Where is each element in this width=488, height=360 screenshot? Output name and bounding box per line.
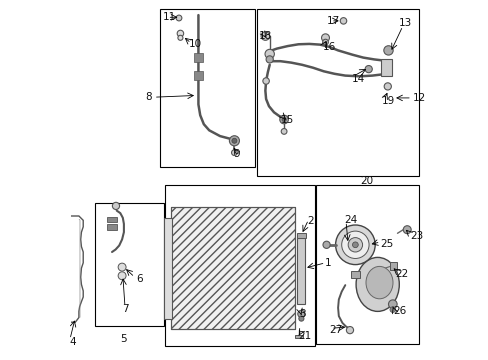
Circle shape (282, 117, 285, 122)
Text: 4: 4 (69, 337, 76, 347)
Bar (164, 218, 172, 319)
Text: 23: 23 (409, 231, 423, 241)
Bar (194, 53, 203, 62)
Circle shape (177, 30, 183, 37)
Circle shape (263, 78, 269, 84)
Circle shape (298, 316, 303, 321)
Bar (107, 217, 117, 222)
Text: 5: 5 (121, 334, 127, 345)
Text: 20: 20 (360, 176, 373, 186)
Text: 7: 7 (122, 304, 128, 314)
Circle shape (297, 310, 305, 318)
Bar (297, 238, 305, 304)
Bar (294, 335, 302, 338)
Text: 27: 27 (328, 325, 342, 335)
Bar (350, 271, 359, 278)
Circle shape (281, 129, 286, 134)
Circle shape (231, 150, 237, 156)
Text: 24: 24 (344, 215, 357, 225)
Bar (107, 224, 117, 230)
Circle shape (321, 34, 329, 42)
Text: 17: 17 (326, 16, 340, 26)
Circle shape (264, 49, 274, 59)
Ellipse shape (355, 257, 399, 311)
Text: 1: 1 (325, 258, 331, 268)
Circle shape (347, 238, 362, 252)
Circle shape (322, 241, 329, 248)
Circle shape (341, 231, 368, 258)
Circle shape (335, 225, 374, 265)
Circle shape (229, 136, 239, 146)
Circle shape (265, 56, 273, 63)
Circle shape (231, 138, 237, 143)
Circle shape (178, 35, 183, 40)
Text: 26: 26 (392, 306, 405, 316)
Text: 10: 10 (188, 39, 202, 49)
Circle shape (176, 15, 182, 21)
Bar (194, 71, 203, 80)
Text: 2: 2 (307, 216, 313, 226)
Text: 6: 6 (136, 274, 142, 284)
Circle shape (279, 115, 288, 124)
Text: 21: 21 (298, 330, 311, 341)
Text: 12: 12 (412, 93, 426, 103)
Text: 11: 11 (162, 12, 175, 22)
Circle shape (389, 307, 395, 312)
Text: 16: 16 (322, 42, 336, 52)
Text: 8: 8 (145, 92, 151, 102)
Circle shape (403, 226, 410, 234)
Bar (170, 207, 294, 329)
Circle shape (346, 327, 353, 334)
Circle shape (322, 39, 328, 45)
Ellipse shape (365, 266, 392, 299)
Bar (381, 59, 391, 76)
Text: 9: 9 (233, 149, 240, 159)
Circle shape (352, 242, 358, 248)
Circle shape (387, 300, 396, 309)
Circle shape (261, 32, 269, 40)
Bar (296, 233, 305, 238)
Bar (165, 185, 314, 346)
Bar (160, 9, 255, 167)
Circle shape (384, 83, 390, 90)
Circle shape (118, 272, 126, 280)
Text: 15: 15 (280, 114, 293, 125)
Circle shape (112, 202, 120, 210)
Text: 19: 19 (381, 96, 394, 106)
Text: 22: 22 (395, 269, 408, 279)
Bar (316, 185, 418, 344)
Text: 25: 25 (380, 239, 393, 249)
Text: 13: 13 (399, 18, 412, 28)
Circle shape (365, 66, 371, 73)
Bar (170, 207, 294, 329)
Text: 3: 3 (299, 309, 305, 319)
Text: 18: 18 (258, 31, 272, 41)
Circle shape (383, 46, 392, 55)
Circle shape (340, 18, 346, 24)
Circle shape (118, 263, 126, 271)
Text: 14: 14 (351, 74, 364, 84)
Bar (95, 203, 163, 326)
Bar (389, 262, 396, 270)
Bar (257, 9, 418, 176)
